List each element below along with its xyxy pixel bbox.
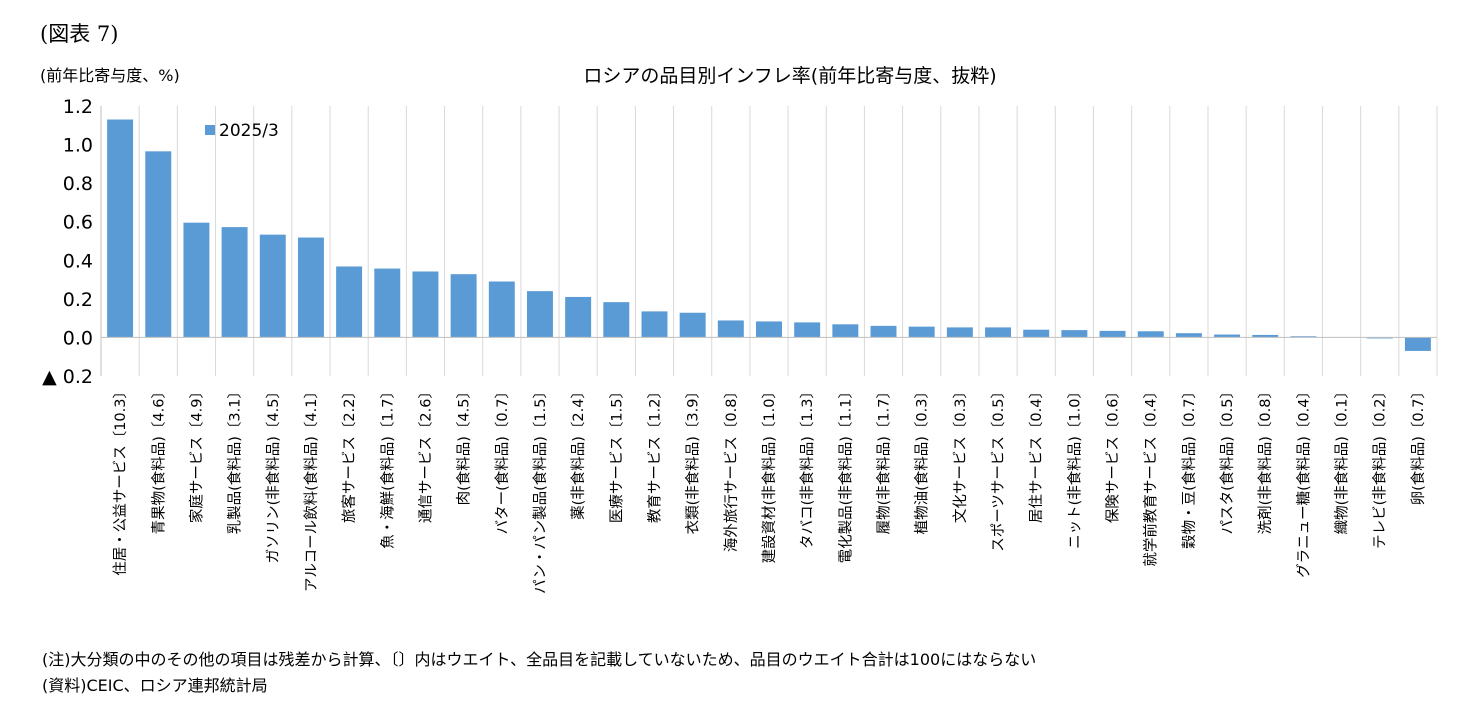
category-label: パスタ(食料品)〔0.5〕	[1219, 384, 1236, 534]
category-label: タバコ(非食料品)〔1.3〕	[799, 384, 816, 549]
bar	[259, 234, 286, 338]
category-label: 教育サービス〔1.2〕	[646, 384, 663, 523]
category-label: 医療サービス〔1.5〕	[608, 384, 625, 523]
bar	[1175, 333, 1202, 338]
bar	[107, 119, 134, 338]
chart-title: ロシアの品目別インフレ率(前年比寄与度、抜粋)	[583, 65, 997, 87]
category-label: 魚・海鮮(食料品)〔1.7〕	[379, 384, 396, 549]
category-label: 居住サービス〔0.4〕	[1028, 384, 1045, 523]
bar	[870, 325, 897, 338]
bar	[183, 222, 210, 338]
axes	[100, 106, 1437, 376]
category-label: 穀物・豆(食料品)〔0.7〕	[1181, 384, 1198, 549]
category-label: 履物(非食料品)〔1.7〕	[876, 384, 893, 534]
y-tick-label: 0.6	[63, 212, 93, 234]
category-label: 住居・公益サービス〔10.3〕	[112, 384, 129, 576]
category-label: ニット(非食料品)〔1.0〕	[1066, 384, 1083, 549]
category-label: 家庭サービス〔4.9〕	[188, 384, 205, 523]
y-tick-label: 0.4	[63, 250, 93, 272]
bar	[1214, 334, 1241, 338]
figure-label: (図表 7)	[40, 22, 119, 46]
legend: 2025/3	[205, 121, 279, 141]
bar	[1290, 336, 1317, 338]
y-tick-label: 1.0	[63, 135, 93, 157]
category-label: テレビ(非食料品)〔0.2〕	[1372, 384, 1389, 549]
bar	[526, 291, 553, 338]
bars	[107, 119, 1431, 351]
y-tick-labels: 1.2 1.0 0.8 0.6 0.4 0.2 0.0 ▲ 0.2	[42, 96, 93, 388]
category-labels: 住居・公益サービス〔10.3〕 青果物(食料品)〔4.6〕 家庭サービス〔4.9〕 乳…	[112, 384, 1427, 594]
legend-label: 2025/3	[219, 121, 279, 141]
bar	[221, 227, 248, 338]
category-label: パン・パン製品(食料品)〔1.5〕	[532, 384, 549, 594]
category-label: バター(食料品)〔0.7〕	[494, 384, 511, 534]
category-label: 織物(非食料品)〔0.1〕	[1334, 384, 1351, 534]
category-label: 保険サービス〔0.6〕	[1105, 384, 1122, 523]
y-tick-label: 0.8	[63, 173, 93, 195]
y-axis-unit-label: (前年比寄与度、%)	[40, 66, 180, 85]
bar	[832, 324, 859, 338]
bar	[1099, 330, 1126, 338]
y-tick-label: 0.0	[63, 327, 93, 349]
bar	[1137, 331, 1164, 338]
category-label: 旅客サービス〔2.2〕	[341, 384, 358, 523]
y-tick-label: ▲ 0.2	[42, 366, 93, 388]
bar	[908, 326, 935, 338]
category-label: 植物油(食料品)〔0.3〕	[914, 384, 931, 534]
bar	[336, 266, 363, 338]
legend-swatch	[205, 125, 215, 135]
bar	[565, 296, 592, 338]
bar	[1023, 329, 1050, 338]
category-label: ガソリン(非食料品)〔4.5〕	[265, 384, 282, 563]
bar	[297, 237, 324, 338]
bar	[679, 312, 706, 338]
category-label: 通信サービス〔2.6〕	[417, 384, 434, 523]
category-label: 就学前教育サービス〔0.4〕	[1143, 384, 1160, 567]
bar	[412, 271, 439, 338]
category-label: 乳製品(食料品)〔3.1〕	[227, 384, 244, 534]
category-label: 洗剤(非食料品)〔0.8〕	[1257, 384, 1274, 534]
bar	[1404, 337, 1431, 351]
category-label: 衣類(非食料品)〔3.9〕	[685, 384, 702, 534]
category-label: 薬(非食料品)〔2.4〕	[570, 384, 587, 520]
bar	[717, 320, 744, 338]
footnote: (注)大分類の中のその他の項目は残差から計算、〔〕内はウエイト、全品目を記載して…	[42, 650, 1037, 669]
category-label: グラニュー糖(食料品)〔0.4〕	[1295, 384, 1312, 578]
category-label: 卵(食料品)〔0.7〕	[1410, 384, 1427, 505]
category-label: 青果物(食料品)〔4.6〕	[150, 384, 167, 534]
bar	[603, 302, 630, 338]
bar	[794, 322, 821, 338]
bar	[488, 281, 515, 338]
bar	[1061, 330, 1088, 338]
category-label: 肉(食料品)〔4.5〕	[456, 384, 473, 505]
category-label: 海外旅行サービス〔0.8〕	[723, 384, 740, 552]
bar	[756, 321, 782, 338]
category-label: 建設資材(非食料品)〔1.0〕	[761, 384, 778, 563]
y-tick-label: 1.2	[63, 96, 93, 118]
bar	[145, 151, 172, 338]
category-label: アルコール飲料(食料品)〔4.1〕	[303, 384, 320, 592]
source-note: (資料)CEIC、ロシア連邦統計局	[42, 676, 268, 695]
bar	[985, 327, 1012, 338]
bar	[946, 327, 973, 338]
category-label: スポーツサービス〔0.5〕	[990, 384, 1007, 552]
bar	[641, 311, 668, 338]
grid-lines	[138, 106, 1438, 376]
bar	[1252, 334, 1279, 338]
bar	[450, 274, 477, 338]
y-tick-label: 0.2	[63, 289, 93, 311]
category-label: 文化サービス〔0.3〕	[952, 384, 969, 523]
bar	[374, 268, 401, 338]
category-label: 電化製品(非食料品)〔1.1〕	[837, 384, 854, 563]
